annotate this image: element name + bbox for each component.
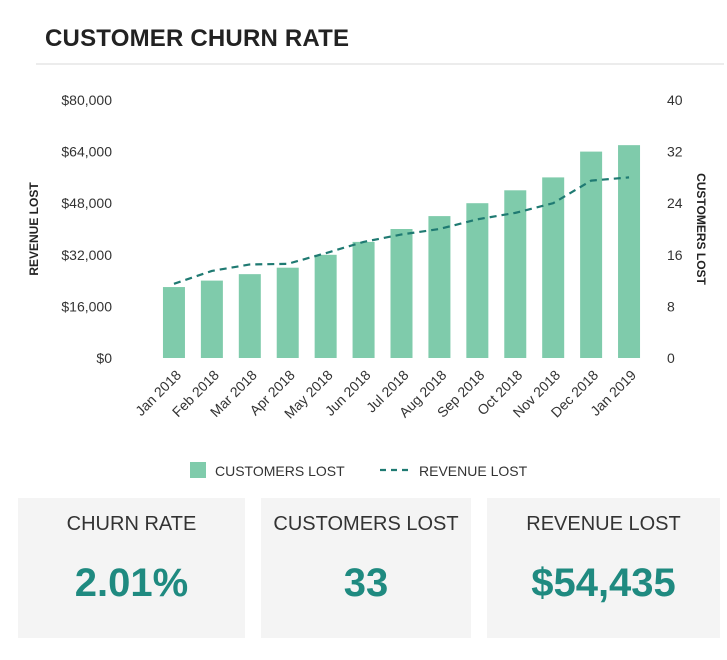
bar [542,177,565,358]
y-left-tick-label: $0 [96,350,112,366]
bar [466,203,489,358]
kpi-card-churn-rate: CHURN RATE 2.01% [18,498,245,638]
y-right-tick-label: 8 [667,298,675,314]
y-right-axis-title: CUSTOMERS LOST [694,173,708,285]
kpi-label: REVENUE LOST [526,513,681,535]
churn-chart: $0 $16,000 $32,000 $48,000 $64,000 $80,000 0 8 1… [27,92,708,479]
bar [428,216,451,358]
title-divider [36,63,724,65]
bar [314,254,337,358]
page-title: CUSTOMER CHURN RATE [45,25,350,52]
series-line-revenue-lost [173,176,630,285]
y-right-tick-label: 0 [667,350,675,366]
y-right-tick-label: 24 [667,195,683,211]
bar [390,229,413,358]
y-left-axis-title: REVENUE LOST [27,182,41,276]
y-right-tick-label: 40 [667,92,683,108]
y-right-tick-label: 16 [667,247,683,263]
y-left-tick-label: $64,000 [61,144,112,160]
kpi-label: CUSTOMERS LOST [273,513,459,535]
bar [580,151,603,358]
legend-label-customers-lost: CUSTOMERS LOST [215,463,345,479]
y-left-tick-label: $80,000 [61,92,112,108]
kpi-card-customers-lost: CUSTOMERS LOST 33 [261,498,471,638]
legend-label-revenue-lost: REVENUE LOST [419,463,528,479]
y-right-tick-label: 32 [667,144,683,160]
legend-swatch-customers-lost [190,462,206,478]
kpi-card-revenue-lost: REVENUE LOST $54,435 [487,498,720,638]
bar [276,267,299,358]
bar [162,287,185,358]
y-left-tick-label: $16,000 [61,298,112,314]
kpi-value: 2.01% [74,561,189,605]
y-left-tick-label: $32,000 [61,247,112,263]
kpi-value: 33 [343,561,389,605]
bar [504,190,527,358]
bar [238,274,261,358]
bar [352,241,375,358]
bar [200,280,223,358]
y-left-tick-label: $48,000 [61,195,112,211]
kpi-value: $54,435 [531,561,676,605]
kpi-label: CHURN RATE [66,513,197,535]
bar [618,145,641,358]
